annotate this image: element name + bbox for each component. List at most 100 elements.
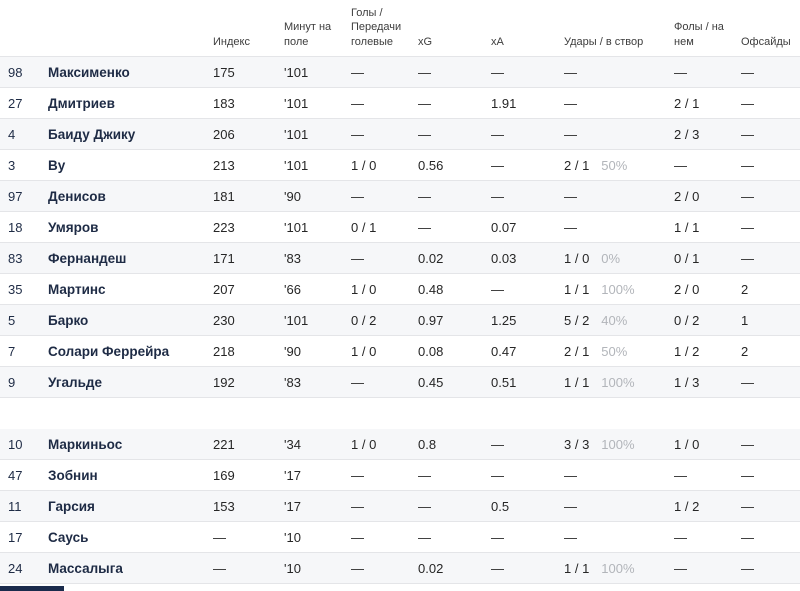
player-name[interactable]: Дмитриев bbox=[48, 95, 115, 111]
shots-value: 1 / 0 bbox=[564, 250, 590, 266]
stat-shots: — bbox=[558, 220, 668, 235]
table-row: 7 Солари Феррейра 218 '90 1 / 0 0.08 0.47 2 / 1… bbox=[0, 336, 800, 367]
stat-shots: 1 / 1 100% bbox=[558, 375, 668, 390]
stat-shots: — bbox=[558, 530, 668, 545]
stat-xa: — bbox=[491, 436, 504, 452]
stat-fouls: 1 / 3 bbox=[674, 374, 700, 390]
stat-minutes: '83 bbox=[284, 250, 301, 266]
player-name[interactable]: Фернандеш bbox=[48, 250, 127, 266]
player-name[interactable]: Ву bbox=[48, 157, 66, 173]
stat-xg: 0.48 bbox=[418, 281, 444, 297]
stat-goals: 1 / 0 bbox=[351, 157, 377, 173]
stat-goals: — bbox=[351, 467, 364, 483]
player-name[interactable]: Гарсия bbox=[48, 498, 95, 514]
stat-xa: 1.25 bbox=[491, 312, 517, 328]
stat-xa: 0.47 bbox=[491, 343, 517, 359]
shots-value: — bbox=[564, 126, 577, 142]
stat-xg: 0.02 bbox=[418, 250, 444, 266]
stat-offsides: — bbox=[741, 374, 754, 390]
shots-value: 1 / 1 bbox=[564, 374, 590, 390]
stat-index: 213 bbox=[213, 157, 235, 173]
shots-value: — bbox=[564, 64, 577, 80]
table-row: 18 Умяров 223 '101 0 / 1 — 0.07 — 1 / 1 — bbox=[0, 212, 800, 243]
shots-value: — bbox=[564, 467, 577, 483]
stat-goals: 0 / 2 bbox=[351, 312, 377, 328]
player-number: 10 bbox=[8, 436, 23, 452]
stat-xa: 0.51 bbox=[491, 374, 517, 390]
shots-value: 3 / 3 bbox=[564, 436, 590, 452]
shots-accuracy-percent: 50% bbox=[601, 343, 628, 359]
stat-offsides: — bbox=[741, 219, 754, 235]
player-number: 35 bbox=[8, 281, 23, 297]
stat-index: — bbox=[213, 560, 226, 576]
player-name[interactable]: Максименко bbox=[48, 64, 130, 80]
stat-xa: — bbox=[491, 560, 504, 576]
stat-offsides: — bbox=[741, 250, 754, 266]
player-number: 97 bbox=[8, 188, 23, 204]
player-name[interactable]: Угальде bbox=[48, 374, 102, 390]
player-name[interactable]: Денисов bbox=[48, 188, 106, 204]
table-row: 3 Ву 213 '101 1 / 0 0.56 — 2 / 1 50% — — bbox=[0, 150, 800, 181]
stat-xa: — bbox=[491, 157, 504, 173]
stat-shots: — bbox=[558, 65, 668, 80]
player-name[interactable]: Барко bbox=[48, 312, 89, 328]
player-number: 9 bbox=[8, 374, 16, 390]
stat-minutes: '34 bbox=[284, 436, 301, 452]
stat-fouls: 0 / 2 bbox=[674, 312, 700, 328]
column-header-number bbox=[0, 49, 42, 56]
stat-fouls: — bbox=[674, 467, 687, 483]
stat-goals: — bbox=[351, 95, 364, 111]
column-header-shots: Удары / в створ bbox=[564, 35, 644, 48]
stat-shots: 2 / 1 50% bbox=[558, 158, 668, 173]
stat-fouls: 0 / 1 bbox=[674, 250, 700, 266]
starters-rows: 98 Максименко 175'101— — — — — —27 Дмитриев 183'1… bbox=[0, 57, 800, 398]
shots-value: 1 / 1 bbox=[564, 281, 590, 297]
player-name[interactable]: Саусь bbox=[48, 529, 89, 545]
stat-xa: — bbox=[491, 529, 504, 545]
stat-xa: — bbox=[491, 188, 504, 204]
table-row: 97 Денисов 181 '90 — — — — 2 / 0 — bbox=[0, 181, 800, 212]
stat-offsides: — bbox=[741, 64, 754, 80]
player-name[interactable]: Солари Феррейра bbox=[48, 343, 170, 359]
stat-shots: 1 / 1 100% bbox=[558, 561, 668, 576]
table-row: 9 Угальде 192 '83 — 0.45 0.51 1 / 1 100% 1 / 3 — bbox=[0, 367, 800, 398]
stat-shots: — bbox=[558, 96, 668, 111]
stat-xg: — bbox=[418, 219, 431, 235]
stat-xg: — bbox=[418, 467, 431, 483]
stat-goals: — bbox=[351, 250, 364, 266]
stat-minutes: '10 bbox=[284, 560, 301, 576]
stat-goals: — bbox=[351, 64, 364, 80]
player-name[interactable]: Умяров bbox=[48, 219, 99, 235]
stat-index: 183 bbox=[213, 95, 235, 111]
stat-goals: 1 / 0 bbox=[351, 436, 377, 452]
stat-offsides: — bbox=[741, 95, 754, 111]
player-name[interactable]: Баиду Джику bbox=[48, 126, 136, 142]
table-row: 35 Мартинс 207 '66 1 / 0 0.48 — 1 / 1 100% 2 / 0 2 bbox=[0, 274, 800, 305]
stat-xa: 0.07 bbox=[491, 219, 517, 235]
stat-minutes: '17 bbox=[284, 498, 301, 514]
stat-fouls: 2 / 0 bbox=[674, 281, 700, 297]
stat-xa: 0.5 bbox=[491, 498, 510, 514]
shots-value: — bbox=[564, 529, 577, 545]
column-header-minutes: Минут на поле bbox=[284, 21, 332, 48]
shots-accuracy-percent: 40% bbox=[601, 312, 628, 328]
player-number: 11 bbox=[8, 498, 22, 514]
stat-minutes: '101 bbox=[284, 64, 309, 80]
shots-accuracy-percent: 100% bbox=[601, 436, 635, 452]
stat-fouls: 2 / 1 bbox=[674, 95, 700, 111]
substitutes-rows: 10 Маркиньос 221 '34 1 / 0 0.8 — 3 / 3 100% 1 / 0… bbox=[0, 429, 800, 584]
table-row: 98 Максименко 175 '101 — — — — — — bbox=[0, 57, 800, 88]
player-name[interactable]: Зобнин bbox=[48, 467, 98, 483]
player-name[interactable]: Мартинс bbox=[48, 281, 106, 297]
stat-xg: — bbox=[418, 95, 431, 111]
player-name[interactable]: Массалыга bbox=[48, 560, 123, 576]
stat-goals: 0 / 1 bbox=[351, 219, 377, 235]
stat-goals: — bbox=[351, 498, 364, 514]
stat-fouls: — bbox=[674, 157, 687, 173]
stat-offsides: — bbox=[741, 467, 754, 483]
stat-index: 206 bbox=[213, 126, 235, 142]
stat-index: 230 bbox=[213, 312, 235, 328]
player-name[interactable]: Маркиньос bbox=[48, 436, 123, 452]
stat-offsides: — bbox=[741, 157, 754, 173]
shots-value: — bbox=[564, 95, 577, 111]
